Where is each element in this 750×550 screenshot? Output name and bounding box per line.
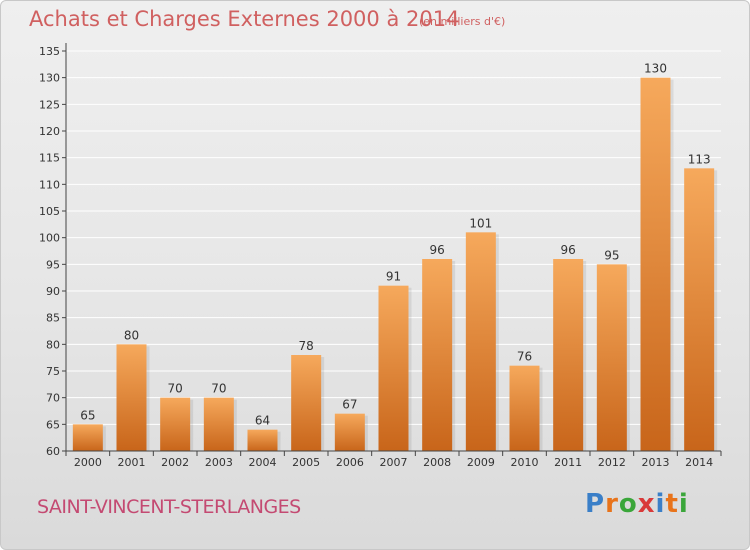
x-tick-label: 2006 bbox=[336, 456, 364, 469]
bar bbox=[72, 424, 103, 451]
x-tick-label: 2012 bbox=[598, 456, 626, 469]
x-tick-label: 2009 bbox=[467, 456, 495, 469]
logo-letter: r bbox=[605, 489, 619, 519]
y-tick-label: 115 bbox=[39, 152, 60, 165]
y-tick-label: 125 bbox=[39, 98, 60, 111]
bar bbox=[334, 413, 365, 451]
y-tick-label: 100 bbox=[39, 232, 60, 245]
chart-title: Achats et Charges Externes 2000 à 2014 bbox=[29, 7, 460, 31]
bar bbox=[203, 397, 234, 451]
x-tick-label: 2014 bbox=[685, 456, 713, 469]
commune-name: SAINT-VINCENT-STERLANGES bbox=[37, 496, 301, 518]
bar-value-label: 130 bbox=[644, 62, 667, 76]
bar-value-label: 113 bbox=[688, 152, 711, 166]
bar-value-label: 67 bbox=[342, 398, 357, 412]
x-tick-label: 2008 bbox=[423, 456, 451, 469]
y-tick-label: 75 bbox=[46, 365, 60, 378]
x-tick-label: 2000 bbox=[74, 456, 102, 469]
y-tick-label: 130 bbox=[39, 72, 60, 85]
x-tick-label: 2003 bbox=[205, 456, 233, 469]
labels: 60 65 70 75 80 85 90 95 100 105 110 115 120 125 130 135… bbox=[39, 45, 713, 469]
logo-letter: t bbox=[665, 489, 679, 519]
y-tick-label: 90 bbox=[46, 285, 60, 298]
bar-value-label: 76 bbox=[517, 350, 532, 364]
logo-letter: i bbox=[655, 489, 666, 519]
x-tick-label: 2013 bbox=[642, 456, 670, 469]
x-tick-label: 2002 bbox=[161, 456, 189, 469]
bar bbox=[596, 264, 627, 451]
logo-letter: i bbox=[678, 489, 689, 519]
y-tick-label: 120 bbox=[39, 125, 60, 138]
y-tick-label: 105 bbox=[39, 205, 60, 218]
bar bbox=[553, 259, 584, 451]
y-tick-label: 65 bbox=[46, 418, 60, 431]
bar-value-label: 70 bbox=[168, 382, 183, 396]
bar bbox=[160, 397, 191, 451]
bar bbox=[422, 259, 453, 451]
logo-letter: o bbox=[618, 489, 638, 519]
x-tick-label: 2010 bbox=[511, 456, 539, 469]
bar-value-label: 101 bbox=[469, 216, 492, 230]
x-tick-label: 2011 bbox=[554, 456, 582, 469]
proxiti-logo: Proxiti bbox=[585, 489, 689, 519]
bar-value-label: 91 bbox=[386, 270, 401, 284]
x-tick-label: 2007 bbox=[380, 456, 408, 469]
bar-value-label: 95 bbox=[604, 248, 619, 262]
bar bbox=[116, 344, 147, 451]
y-tick-label: 95 bbox=[46, 258, 60, 271]
bar bbox=[509, 365, 540, 451]
x-tick-label: 2004 bbox=[249, 456, 277, 469]
bar bbox=[291, 355, 322, 451]
bar bbox=[378, 285, 409, 451]
bar-value-label: 80 bbox=[124, 328, 139, 342]
x-tick-label: 2005 bbox=[292, 456, 320, 469]
bars bbox=[72, 77, 718, 452]
bar-value-label: 64 bbox=[255, 414, 270, 428]
bar-value-label: 65 bbox=[80, 408, 95, 422]
bar-value-label: 78 bbox=[299, 339, 314, 353]
bar bbox=[684, 168, 715, 452]
y-tick-label: 110 bbox=[39, 178, 60, 191]
chart-unit: (en milliers d'€) bbox=[419, 15, 506, 28]
y-tick-label: 85 bbox=[46, 312, 60, 325]
logo-letter: P bbox=[585, 489, 606, 519]
y-tick-label: 80 bbox=[46, 338, 60, 351]
logo-letter: x bbox=[637, 489, 656, 519]
bar bbox=[247, 429, 278, 451]
bar-value-label: 96 bbox=[561, 243, 576, 257]
y-tick-label: 60 bbox=[46, 445, 60, 458]
y-tick-label: 135 bbox=[39, 45, 60, 58]
y-tick-label: 70 bbox=[46, 392, 60, 405]
x-tick-label: 2001 bbox=[118, 456, 146, 469]
bar bbox=[465, 232, 496, 451]
bar bbox=[640, 77, 671, 452]
axes bbox=[62, 43, 722, 456]
bar-value-label: 96 bbox=[430, 243, 445, 257]
bar-value-label: 70 bbox=[211, 382, 226, 396]
